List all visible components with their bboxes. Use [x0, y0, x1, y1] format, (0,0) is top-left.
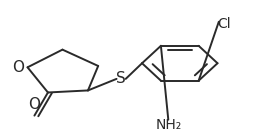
Text: Cl: Cl: [217, 18, 230, 31]
Text: O: O: [28, 97, 40, 112]
Text: O: O: [12, 60, 25, 75]
Text: S: S: [116, 71, 125, 86]
Text: NH₂: NH₂: [155, 118, 181, 132]
